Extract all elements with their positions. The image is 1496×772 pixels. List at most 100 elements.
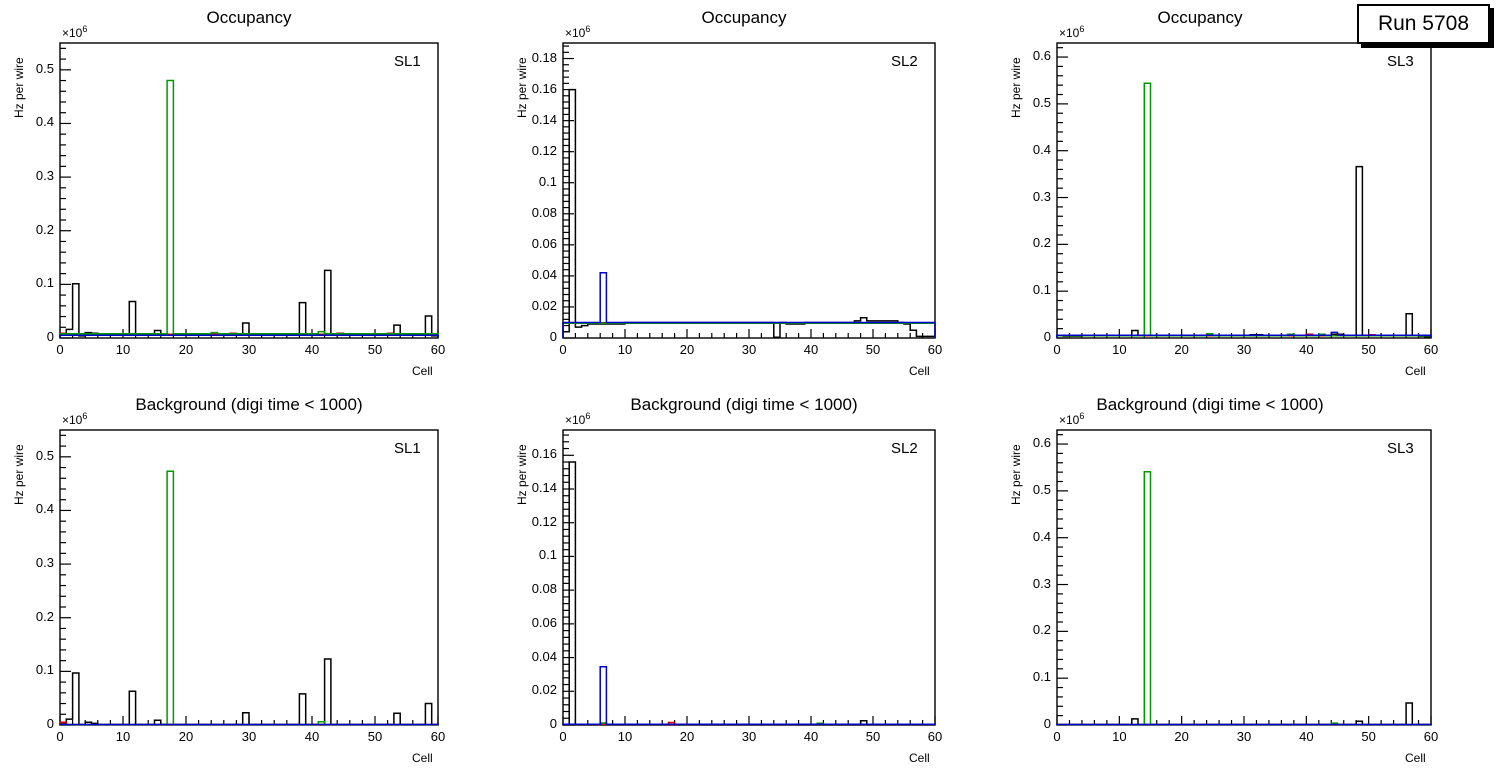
x-tick-label: 50	[367, 342, 383, 357]
x-tick-label: 30	[241, 342, 257, 357]
x-axis-title: Cell	[1405, 364, 1426, 378]
y-tick-label: 0.1	[538, 547, 557, 563]
x-axis-title: Cell	[412, 751, 433, 765]
y-axis-exponent: ×106	[1059, 24, 1084, 40]
exponent-base: ×10	[1059, 26, 1080, 40]
y-tick-label: 0.5	[1032, 94, 1051, 110]
y-axis-exponent: ×106	[1059, 411, 1084, 427]
x-tick-label: 10	[617, 729, 633, 744]
y-tick-label: 0.2	[35, 221, 54, 237]
y-tick-label: 0.02	[531, 297, 557, 313]
x-tick-label: 40	[803, 342, 819, 357]
y-tick-label: 0.3	[35, 168, 54, 184]
x-tick-label: 50	[1361, 729, 1376, 744]
x-tick-label: 30	[1236, 729, 1252, 744]
y-tick-label: 0.12	[531, 142, 557, 158]
exponent-power: 6	[1079, 411, 1085, 421]
x-axis-title: Cell	[412, 364, 433, 378]
y-tick-label: 0	[549, 716, 557, 731]
x-tick-label: 20	[1174, 342, 1189, 357]
series-layer2	[562, 721, 936, 726]
series-layer4	[562, 666, 936, 725]
y-tick-label: 0.3	[35, 555, 54, 571]
exponent-power: 6	[585, 24, 591, 34]
series-layer3	[1056, 82, 1432, 338]
x-tick-label: 10	[1112, 729, 1127, 744]
series-layer1	[562, 461, 936, 725]
exponent-power: 6	[1079, 24, 1085, 34]
panel-superlayer-label: SL1	[394, 440, 421, 457]
frame-border	[562, 429, 936, 726]
x-tick-label: 40	[803, 729, 819, 744]
y-tick-label: 0.5	[35, 447, 54, 463]
run-badge: Run 5708	[1357, 4, 1490, 44]
x-tick-label: 50	[367, 729, 383, 744]
panel-superlayer-label: SL3	[1387, 440, 1414, 457]
series-layer4	[562, 272, 936, 338]
panel-superlayer-label: SL2	[891, 440, 918, 457]
exponent-base: ×10	[62, 26, 83, 40]
x-tick-label: 20	[178, 342, 194, 357]
exponent-power: 6	[82, 24, 88, 34]
y-tick-label: 0.5	[35, 60, 54, 76]
y-tick-label: 0.16	[531, 80, 557, 96]
y-tick-label: 0.3	[1032, 188, 1051, 204]
x-tick-label: 0	[559, 729, 567, 744]
series-layer3	[562, 722, 936, 726]
x-tick-label: 10	[115, 342, 131, 357]
x-axis-title: Cell	[909, 364, 930, 378]
series-layer3	[59, 79, 439, 338]
y-tick-label: 0.4	[35, 501, 54, 517]
y-tick-label: 0.2	[1032, 235, 1051, 251]
y-tick-label: 0.6	[1032, 48, 1051, 64]
y-axis-title: Hz per wire	[515, 444, 529, 505]
y-tick-label: 0.6	[1032, 435, 1051, 451]
y-tick-label: 0	[46, 329, 54, 344]
x-tick-label: 0	[1053, 729, 1061, 744]
y-tick-label: 0.14	[531, 111, 557, 127]
x-tick-label: 30	[1236, 342, 1252, 357]
y-tick-label: 0	[46, 716, 54, 731]
y-tick-label: 0.06	[531, 614, 557, 630]
exponent-power: 6	[585, 411, 591, 421]
exponent-base: ×10	[565, 413, 586, 427]
x-tick-label: 60	[1423, 729, 1439, 744]
y-tick-label: 0.4	[1032, 141, 1051, 157]
y-axis-exponent: ×106	[565, 411, 590, 427]
y-axis-title: Hz per wire	[1009, 444, 1023, 505]
y-tick-label: 0.2	[35, 608, 54, 624]
panel-superlayer-label: SL2	[891, 53, 918, 70]
exponent-base: ×10	[62, 413, 83, 427]
frame-border	[1056, 429, 1432, 726]
y-tick-label: 0.14	[531, 480, 557, 495]
series-layer3	[59, 470, 439, 726]
y-tick-label: 0	[1043, 329, 1051, 344]
y-tick-label: 0.04	[531, 648, 557, 664]
x-tick-label: 20	[178, 729, 194, 744]
x-tick-label: 60	[430, 729, 446, 744]
y-tick-label: 0.18	[531, 49, 557, 65]
y-axis-title: Hz per wire	[1009, 57, 1023, 118]
panel-title: Background (digi time < 1000)	[135, 395, 363, 414]
series-layer2	[562, 322, 936, 338]
series-layer1	[59, 269, 439, 338]
y-tick-label: 0	[1043, 716, 1051, 731]
panel-superlayer-label: SL1	[394, 53, 421, 70]
y-tick-label: 0.5	[1032, 481, 1051, 497]
series-layer3	[562, 322, 936, 338]
y-axis-title: Hz per wire	[12, 57, 26, 118]
exponent-base: ×10	[1059, 413, 1080, 427]
x-tick-label: 0	[559, 342, 567, 357]
run-badge-label: Run 5708	[1377, 12, 1470, 35]
y-tick-label: 0.04	[531, 266, 557, 282]
series-layer4	[59, 723, 439, 726]
series-layer4	[59, 334, 439, 338]
